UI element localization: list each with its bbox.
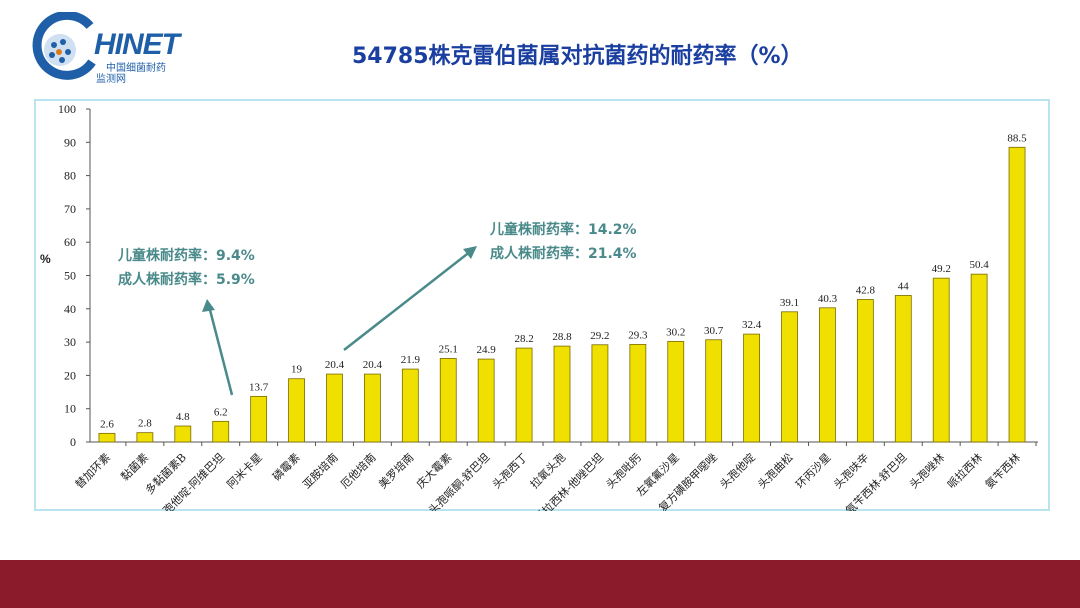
data-label: 2.8 [138, 418, 152, 430]
data-label: 6.2 [214, 406, 228, 418]
data-label: 49.2 [932, 263, 951, 275]
x-tick-label: 头孢西丁 [490, 451, 530, 491]
x-tick-label: 头孢唑林 [906, 450, 947, 491]
logo-subtitle: 中国细菌耐药 [106, 63, 166, 74]
bar [439, 358, 457, 443]
bar [591, 344, 609, 443]
data-label: 44 [898, 280, 910, 292]
annotation-arrow-2-head [463, 246, 477, 259]
annotation-arrow-1 [207, 305, 234, 396]
bar [174, 425, 192, 443]
data-label: 13.7 [249, 381, 269, 393]
chart-title: 54785株克雷伯菌属对抗菌药的耐药率（%） [352, 44, 803, 69]
y-tick-label: 40 [64, 302, 76, 316]
bar [856, 299, 874, 443]
bar [932, 277, 950, 443]
data-label: 28.8 [552, 331, 572, 343]
annotation-left-line1: 儿童株耐药率：9.4% [118, 248, 255, 264]
y-tick-label: 80 [64, 169, 76, 183]
x-tick-label: 氨苄西林 [982, 450, 1023, 491]
annotation-right-line2: 成人株耐药率：21.4% [490, 246, 637, 262]
data-label: 88.5 [1007, 132, 1027, 144]
bar [401, 368, 419, 443]
bar [819, 307, 836, 443]
bar [667, 341, 685, 443]
y-tick-label: 100 [58, 102, 76, 116]
x-tick-label: 头孢他啶 [717, 450, 758, 491]
annotation-right: 儿童株耐药率：14.2% 成人株耐药率：21.4% [490, 218, 637, 266]
x-tick-label: 氨苄西林-舒巴坦 [842, 450, 909, 511]
x-tick-label: 美罗培南 [375, 450, 416, 491]
bar [1008, 146, 1026, 443]
data-label: 4.8 [176, 411, 190, 423]
annotation-left: 儿童株耐药率：9.4% 成人株耐药率：5.9% [118, 244, 255, 292]
footer-bar [0, 560, 1080, 608]
bar [781, 311, 798, 443]
data-label: 19 [291, 364, 303, 376]
chinet-globe-logo-icon [32, 12, 96, 80]
data-label: 2.6 [100, 418, 114, 430]
bar [553, 345, 571, 443]
bar [363, 373, 381, 443]
data-label: 39.1 [780, 297, 799, 309]
x-tick-label: 阿米卡星 [224, 451, 264, 491]
bar [743, 333, 760, 443]
bar [98, 432, 116, 443]
bar [629, 344, 647, 443]
data-label: 20.4 [325, 359, 345, 371]
bar-chart: 0 10 20 30 40 50 60 70 80 90 100% 2.6 2.8 4.8 6.2 13.7… [34, 99, 1050, 511]
x-tick-label: 厄他培南 [338, 450, 379, 491]
data-label: 50.4 [969, 259, 989, 271]
data-label: 28.2 [514, 333, 533, 345]
bar [136, 432, 154, 443]
logo-text: HINET [94, 28, 180, 61]
chart-border [34, 99, 1050, 511]
bar [326, 373, 343, 443]
data-label: 40.3 [818, 293, 838, 305]
logo-subtitle-2: 监测网 [96, 74, 126, 85]
data-label: 25.1 [439, 343, 458, 355]
bar [212, 420, 230, 443]
y-axis-label: % [40, 252, 51, 266]
data-label: 29.3 [628, 329, 648, 341]
data-label: 42.8 [856, 284, 876, 296]
x-tick-label: 黏菌素 [118, 450, 151, 483]
data-label: 20.4 [363, 359, 383, 371]
y-tick-label: 60 [64, 235, 76, 249]
x-tick-label: 亚胺培南 [300, 450, 341, 491]
x-tick-label: 环丙沙星 [793, 451, 833, 491]
x-tick-label: 哌拉西林 [944, 450, 985, 491]
data-label: 30.7 [704, 325, 724, 337]
x-tick-label: 头孢曲松 [755, 450, 796, 491]
data-label: 21.9 [401, 354, 421, 366]
x-tick-label: 替加环素 [72, 450, 113, 491]
y-tick-label: 20 [64, 368, 76, 382]
bar [894, 295, 912, 443]
bar [288, 378, 305, 443]
y-tick-label: 90 [64, 135, 76, 149]
bar [477, 358, 495, 443]
chinet-logo: HINET 中国细菌耐药 监测网 [30, 12, 190, 85]
bar [250, 395, 268, 443]
x-tick-label: 头孢哌酮-舒巴坦 [425, 450, 492, 511]
y-tick-label: 10 [64, 402, 76, 416]
data-label: 29.2 [590, 330, 609, 342]
annotation-arrow-2 [343, 250, 472, 351]
y-tick-label: 50 [64, 269, 76, 283]
bar [515, 347, 533, 443]
annotation-arrow-1-head [202, 299, 215, 312]
data-label: 30.2 [666, 326, 685, 338]
y-tick-label: 30 [64, 335, 76, 349]
data-label: 32.4 [742, 319, 762, 331]
bar [970, 273, 988, 443]
annotation-left-line2: 成人株耐药率：5.9% [118, 272, 255, 288]
bar [705, 339, 723, 443]
annotation-right-line1: 儿童株耐药率：14.2% [490, 222, 637, 238]
y-tick-label: 70 [64, 202, 76, 216]
x-tick-label: 磷霉素 [270, 451, 303, 484]
y-tick-label: 0 [70, 435, 76, 449]
data-label: 24.9 [477, 344, 497, 356]
